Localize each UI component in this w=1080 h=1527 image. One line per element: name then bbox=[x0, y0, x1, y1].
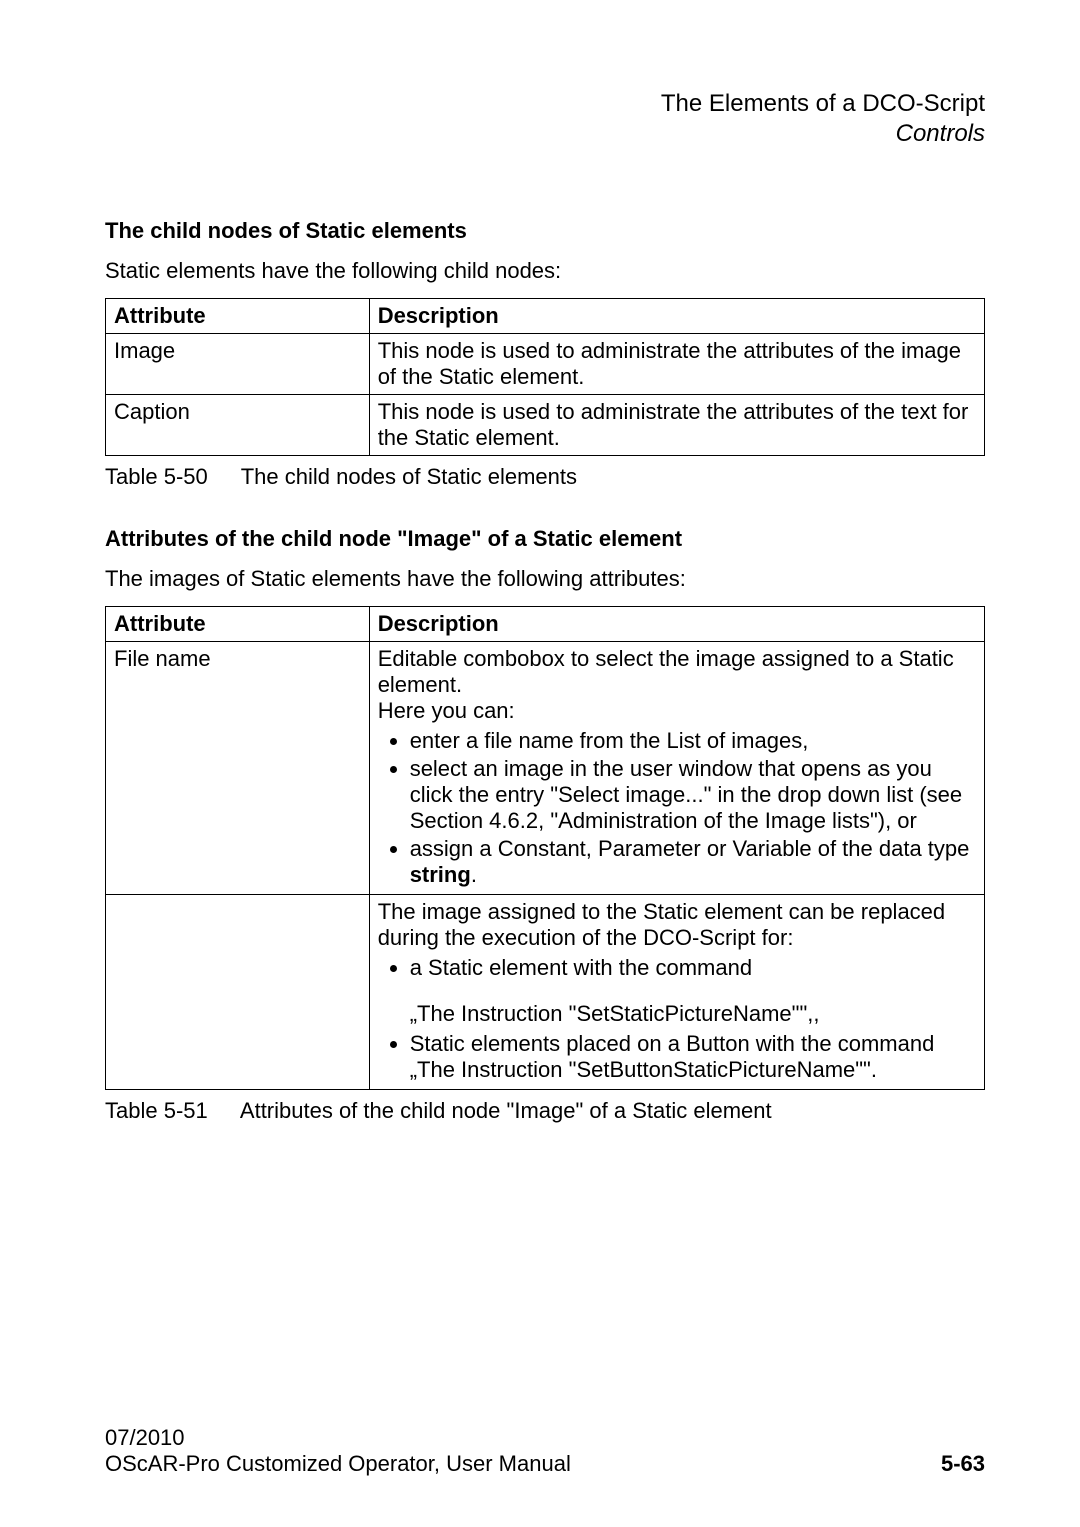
table-header-row: Attribute Description bbox=[106, 299, 985, 334]
list-item: Static elements placed on a Button with … bbox=[410, 1031, 976, 1083]
caption-label: Table 5-50 bbox=[105, 464, 235, 490]
section1-intro: Static elements have the following child… bbox=[105, 258, 985, 284]
header-subtitle: Controls bbox=[105, 120, 985, 148]
list-item: a Static element with the command bbox=[410, 955, 976, 981]
col-header-description: Description bbox=[369, 299, 984, 334]
desc-intro: Editable combobox to select the image as… bbox=[378, 646, 976, 698]
list-item: select an image in the user window that … bbox=[410, 756, 976, 834]
page: The Elements of a DCO-Script Controls Th… bbox=[0, 0, 1080, 1527]
bullet-list-1: enter a file name from the List of image… bbox=[378, 728, 976, 888]
cell-description-upper: Editable combobox to select the image as… bbox=[369, 642, 984, 895]
table1-caption: Table 5-50 The child nodes of Static ele… bbox=[105, 464, 985, 490]
bullet-text-pre: assign a Constant, Parameter or Variable… bbox=[410, 836, 970, 861]
bullet-text-bold: string bbox=[410, 862, 471, 887]
page-number: 5-63 bbox=[941, 1451, 985, 1477]
cell-attribute: Caption bbox=[106, 395, 370, 456]
list-item: assign a Constant, Parameter or Variable… bbox=[410, 836, 976, 888]
cell-attribute-empty bbox=[106, 895, 370, 1090]
cell-description: This node is used to administrate the at… bbox=[369, 395, 984, 456]
header-title: The Elements of a DCO-Script bbox=[105, 90, 985, 118]
desc-here: Here you can: bbox=[378, 698, 976, 724]
caption-text: Attributes of the child node "Image" of … bbox=[240, 1098, 772, 1123]
col-header-description: Description bbox=[369, 607, 984, 642]
section1-heading: The child nodes of Static elements bbox=[105, 218, 985, 244]
bullet-list-2b: Static elements placed on a Button with … bbox=[378, 1031, 976, 1083]
bullet-list-2a: a Static element with the command bbox=[378, 955, 976, 981]
cell-attribute: File name bbox=[106, 642, 370, 895]
cell-attribute: Image bbox=[106, 334, 370, 395]
section2-intro: The images of Static elements have the f… bbox=[105, 566, 985, 592]
footer-date: 07/2010 bbox=[105, 1425, 985, 1451]
page-header: The Elements of a DCO-Script Controls bbox=[105, 90, 985, 148]
caption-label: Table 5-51 bbox=[105, 1098, 235, 1124]
desc2-mid: „The Instruction "SetStaticPictureName""… bbox=[378, 1001, 976, 1027]
table-image-attributes: Attribute Description File name Editable… bbox=[105, 606, 985, 1090]
page-footer: 07/2010 OScAR-Pro Customized Operator, U… bbox=[105, 1425, 985, 1477]
table-row: The image assigned to the Static element… bbox=[106, 895, 985, 1090]
table2-caption: Table 5-51 Attributes of the child node … bbox=[105, 1098, 985, 1124]
table-child-nodes: Attribute Description Image This node is… bbox=[105, 298, 985, 456]
desc2-para: The image assigned to the Static element… bbox=[378, 899, 976, 951]
cell-description: This node is used to administrate the at… bbox=[369, 334, 984, 395]
cell-description-lower: The image assigned to the Static element… bbox=[369, 895, 984, 1090]
footer-manual-title: OScAR-Pro Customized Operator, User Manu… bbox=[105, 1451, 571, 1477]
section2-heading: Attributes of the child node "Image" of … bbox=[105, 526, 985, 552]
col-header-attribute: Attribute bbox=[106, 299, 370, 334]
footer-row: OScAR-Pro Customized Operator, User Manu… bbox=[105, 1451, 985, 1477]
spacer bbox=[378, 983, 976, 1001]
caption-text: The child nodes of Static elements bbox=[241, 464, 577, 489]
table-row: File name Editable combobox to select th… bbox=[106, 642, 985, 895]
col-header-attribute: Attribute bbox=[106, 607, 370, 642]
table-row: Image This node is used to administrate … bbox=[106, 334, 985, 395]
list-item: enter a file name from the List of image… bbox=[410, 728, 976, 754]
bullet-text-post: . bbox=[471, 862, 477, 887]
table-row: Caption This node is used to administrat… bbox=[106, 395, 985, 456]
table-header-row: Attribute Description bbox=[106, 607, 985, 642]
